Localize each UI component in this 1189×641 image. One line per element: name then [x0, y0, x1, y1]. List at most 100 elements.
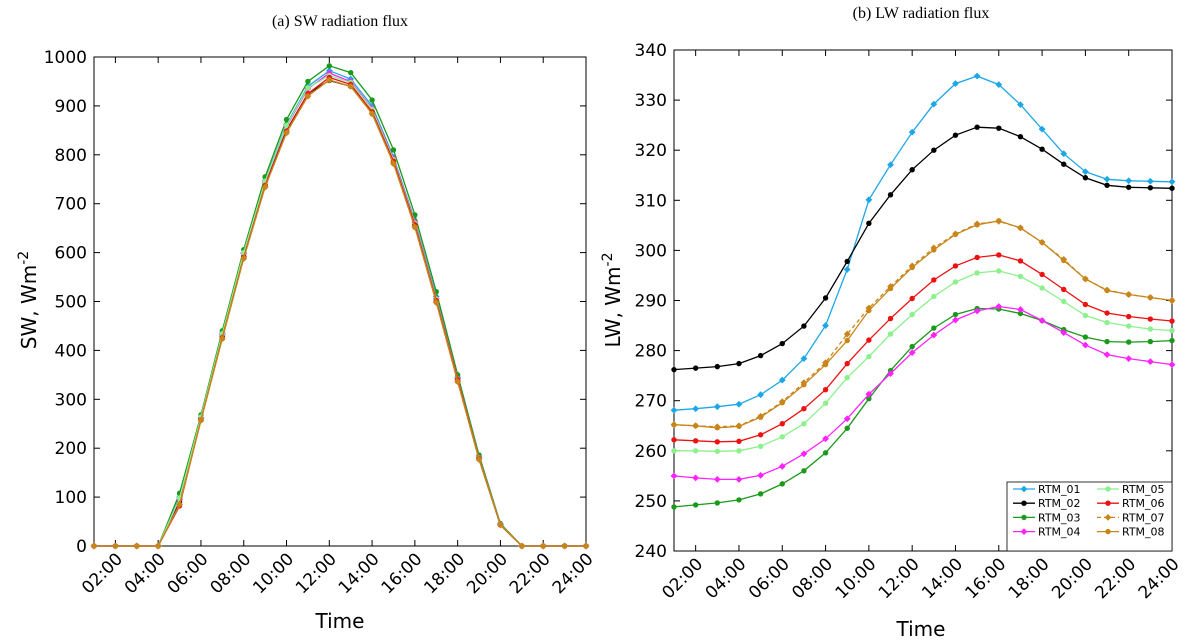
panel-sw-y-tick-label: 1000: [44, 48, 87, 68]
panel-lw-series-rtm01-point: [1038, 125, 1046, 133]
panel-lw-series-rtm02-point: [844, 258, 850, 265]
panel-lw-title: (b) LW radiation flux: [853, 5, 990, 22]
legend-entry-rtm08: RTM_08: [1097, 526, 1165, 539]
panel-sw-series-rtm08-point: [176, 501, 183, 508]
panel-sw-x-tick-label: 14:00: [335, 549, 384, 598]
panel-sw-series-rtm08-point: [433, 299, 439, 306]
panel-lw-series-rtm08-point: [692, 423, 699, 429]
panel-lw-series-rtm01-point: [952, 80, 959, 87]
panel-lw-series-rtm05-point: [909, 311, 915, 318]
panel-lw-series-rtm04: [670, 303, 1176, 483]
panel-sw-y-axis-label-text: SW, Wm: [17, 265, 41, 349]
panel-sw-x-tick-label: 10:00: [249, 549, 298, 598]
panel-lw-series-rtm01-line: [673, 75, 1173, 411]
panel-sw-series-rtm08-line: [94, 79, 586, 547]
panel-lw-x-axis-label: Time: [896, 617, 946, 641]
panel-lw: (b) LW radiation flux 240 250 260 270 280 290…: [600, 5, 1184, 641]
panel-lw-series-rtm08-point: [866, 307, 872, 314]
panel-lw-x-tick-label: 16:00: [962, 554, 1011, 603]
panel-lw-series-rtm06-point: [887, 315, 894, 322]
panel-sw-series-rtm08-point: [326, 77, 333, 83]
panel-lw-series-rtm06-point: [1082, 301, 1089, 308]
panel-sw-series-rtm08-point: [390, 160, 397, 167]
panel-lw-series-rtm05-point: [1104, 319, 1110, 326]
panel-lw-series-rtm04-point: [952, 316, 959, 324]
panel-lw-series-rtm03-point: [801, 468, 807, 474]
panel-lw-series-rtm06-point: [1169, 318, 1175, 324]
panel-lw-series-rtm06-point: [866, 337, 872, 343]
panel-lw-series-rtm04-point: [778, 462, 786, 470]
panel-sw: (a) SW radiation flux 0 100 200 300 400 500 60…: [16, 13, 598, 633]
panel-sw-series-rtm03-point: [347, 69, 354, 76]
panel-lw-series-rtm05-point: [844, 374, 850, 381]
panel-sw-series-rtm05-point: [283, 122, 290, 129]
panel-lw-series-rtm01-point: [1060, 150, 1068, 158]
panel-lw-series-rtm05-point: [757, 443, 764, 449]
panel-lw-x-tick-label: 20:00: [1048, 554, 1097, 603]
panel-lw-series-rtm04-point: [887, 370, 894, 378]
panel-lw-series-rtm08-point: [909, 264, 915, 271]
panel-lw-series-rtm02-point: [1039, 146, 1045, 152]
panel-lw-series-rtm08-point: [1169, 297, 1175, 304]
panel-sw-series-rtm03-point: [369, 97, 375, 103]
panel-sw-series-rtm06-line: [94, 76, 586, 547]
panel-lw-series-rtm08-point: [1039, 239, 1045, 246]
panel-lw-series-rtm04-point: [713, 475, 721, 483]
panel-lw-series-rtm05-point: [974, 270, 980, 276]
panel-lw-series-rtm01-point: [930, 100, 938, 108]
panel-lw-y-tick-label: 320: [635, 141, 667, 161]
legend-entry-rtm04-label: RTM_04: [1038, 526, 1081, 539]
panel-lw-series-rtm02-point: [952, 132, 959, 138]
panel-lw-series-rtm01-point: [757, 391, 765, 399]
panel-lw-series-rtm02-point: [1147, 185, 1154, 191]
panel-lw-x-tick-label: 18:00: [1005, 554, 1054, 603]
panel-lw-series-rtm06-point: [736, 438, 742, 444]
panel-lw-series-rtm03-point: [844, 425, 850, 431]
panel-sw-y-tick-label: 700: [55, 195, 87, 215]
panel-lw-series-rtm05-point: [866, 353, 872, 360]
panel-sw-x-tick-label: 22:00: [506, 549, 555, 598]
panel-lw-series-rtm01-point: [908, 128, 916, 136]
panel-lw-series-rtm06-point: [844, 360, 850, 367]
panel-sw-series-rtm01-line: [94, 69, 586, 547]
panel-lw-series-rtm06-point: [996, 252, 1002, 258]
panel-lw-series-rtm06: [671, 252, 1175, 445]
panel-sw-series-rtm08-point: [497, 522, 504, 528]
panel-lw-series-rtm04-point: [1017, 306, 1024, 313]
panel-lw-series-rtm03-point: [671, 504, 677, 510]
panel-lw-series-rtm08-point: [671, 422, 677, 428]
panel-lw-series-rtm04-point: [930, 331, 938, 339]
panel-lw-series-rtm06-point: [931, 277, 937, 283]
panel-lw-x-tick-label: 06:00: [745, 554, 794, 603]
panel-sw-series-rtm04-line: [94, 72, 586, 547]
legend-entry-rtm03-marker: [1021, 514, 1027, 521]
panel-lw-series-rtm02-point: [757, 352, 764, 359]
panel-lw-x-tick-label: 22:00: [1091, 554, 1140, 603]
panel-sw-x-tick-label: 04:00: [121, 549, 170, 598]
panel-lw-series-rtm03-point: [1017, 310, 1024, 317]
panel-lw-series-rtm01-point: [692, 405, 700, 413]
panel-lw-series-rtm04-point: [1060, 329, 1068, 336]
panel-lw-series-rtm02-point: [1169, 185, 1175, 191]
panel-sw-series-rtm08-point: [134, 543, 140, 549]
legend-entry-rtm01: RTM_01: [1013, 483, 1081, 496]
panel-lw-series-rtm04-line: [673, 305, 1173, 481]
panel-lw-series-rtm04-point: [1038, 317, 1046, 324]
panel-lw-y-tick-label: 260: [635, 442, 667, 462]
legend-entry-rtm07-marker: [1104, 514, 1112, 521]
panel-sw-y-tick-label: 800: [55, 146, 87, 166]
panel-lw-series-rtm03-point: [1104, 338, 1110, 345]
legend-entry-rtm07: RTM_07: [1097, 511, 1165, 524]
legend-entry-rtm04: RTM_04: [1013, 526, 1081, 539]
panel-lw-series-rtm05-point: [801, 421, 807, 427]
panel-lw-series-rtm02-point: [1104, 182, 1110, 188]
panel-lw-series-rtm08-line: [673, 220, 1173, 429]
panel-lw-series-rtm04-point: [1146, 358, 1154, 366]
panel-lw-series-rtm01-point: [1017, 101, 1024, 109]
panel-sw-x-tick-label: 16:00: [378, 549, 427, 598]
legend-entry-rtm02-marker: [1021, 500, 1027, 506]
legend-entry-rtm05: RTM_05: [1097, 483, 1165, 496]
panel-lw-series-rtm02-point: [779, 340, 785, 347]
panel-lw-series-rtm05-point: [1125, 323, 1132, 329]
panel-lw-series-rtm06-point: [692, 438, 699, 444]
